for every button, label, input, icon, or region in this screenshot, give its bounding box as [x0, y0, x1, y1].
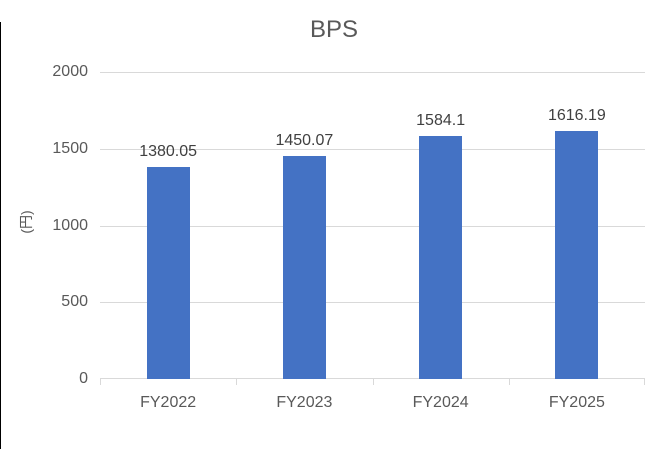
x-tick-label-FY2023: FY2023: [276, 394, 333, 411]
data-label-FY2022: 1380.05: [139, 143, 198, 161]
x-axis-line: [100, 378, 645, 379]
y-tick-label-2000: 2000: [52, 63, 88, 80]
data-label-FY2025: 1616.19: [547, 106, 606, 124]
y-tick-label-0: 0: [79, 370, 88, 387]
x-axis-tick: [508, 379, 510, 385]
data-label-FY2023: 1450.07: [275, 132, 334, 150]
x-tick-label-FY2024: FY2024: [412, 394, 469, 411]
x-tick-label-FY2025: FY2025: [548, 394, 605, 411]
bar-FY2022: [146, 167, 190, 379]
gridline-500: [100, 302, 645, 304]
gridline-1500: [100, 148, 645, 150]
y-tick-label-1000: 1000: [52, 216, 88, 234]
bar-FY2023: [282, 156, 326, 379]
gridline-1000: [100, 225, 645, 227]
y-tick-label-1500: 1500: [52, 139, 88, 157]
x-axis-tick: [372, 379, 374, 385]
x-tick-label-FY2022: FY2022: [140, 394, 197, 411]
bar-FY2024: [419, 135, 463, 379]
plot-area: 1380.05 FY2022 1450.07 FY2023 1584.1 FY2024 16…: [100, 72, 645, 411]
chart-title: BPS: [309, 16, 359, 43]
x-axis-tick: [100, 379, 101, 385]
data-label-FY2024: 1584.1: [416, 111, 466, 129]
x-axis-tick: [236, 379, 238, 385]
y-tick-label-500: 500: [61, 293, 88, 311]
gridline-2000: [100, 72, 645, 73]
bar-FY2025: [555, 130, 599, 379]
left-border-line: [0, 22, 1, 449]
x-axis-tick: [644, 379, 645, 385]
